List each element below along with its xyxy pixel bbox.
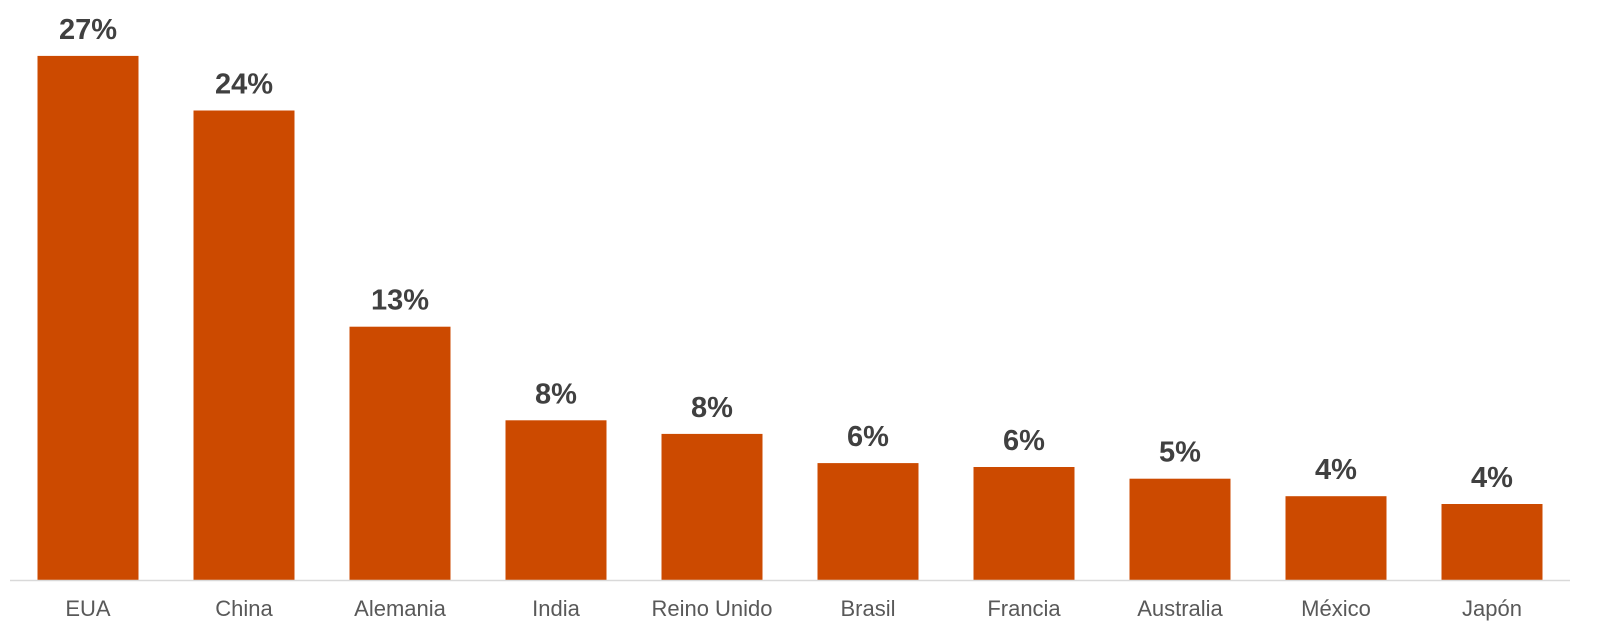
data-label-5: 6% bbox=[847, 421, 889, 453]
data-label-2: 13% bbox=[371, 285, 429, 317]
data-labels-group: 27% 24% 13% 8% 8% 6% 6% 5% 4% 4% bbox=[59, 14, 1513, 494]
bar-1 bbox=[193, 110, 295, 580]
bar-3 bbox=[505, 420, 607, 580]
data-label-3: 8% bbox=[535, 378, 577, 410]
bar-0 bbox=[37, 55, 139, 580]
category-labels-group: EUA China Alemania India Reino Unido Brasil Fr… bbox=[65, 596, 1522, 621]
bar-2 bbox=[349, 326, 451, 580]
category-label-6: Francia bbox=[987, 596, 1061, 621]
data-label-9: 4% bbox=[1471, 462, 1513, 494]
data-label-0: 27% bbox=[59, 14, 117, 46]
bar-5 bbox=[817, 463, 919, 580]
data-label-4: 8% bbox=[691, 392, 733, 424]
category-label-4: Reino Unido bbox=[651, 596, 772, 621]
category-label-9: Japón bbox=[1462, 596, 1522, 621]
bar-4 bbox=[661, 433, 763, 580]
bars-group bbox=[37, 55, 1543, 580]
data-label-8: 4% bbox=[1315, 454, 1357, 486]
bar-8 bbox=[1285, 496, 1387, 580]
category-label-0: EUA bbox=[65, 596, 111, 621]
data-label-1: 24% bbox=[215, 69, 273, 101]
data-label-7: 5% bbox=[1159, 437, 1201, 469]
category-label-8: México bbox=[1301, 596, 1371, 621]
category-label-7: Australia bbox=[1137, 596, 1223, 621]
category-label-3: India bbox=[532, 596, 580, 621]
category-label-1: China bbox=[215, 596, 273, 621]
category-label-5: Brasil bbox=[840, 596, 895, 621]
category-label-2: Alemania bbox=[354, 596, 446, 621]
bar-7 bbox=[1129, 478, 1231, 580]
data-label-6: 6% bbox=[1003, 425, 1045, 457]
bar-6 bbox=[973, 467, 1075, 580]
bar-9 bbox=[1441, 504, 1543, 580]
